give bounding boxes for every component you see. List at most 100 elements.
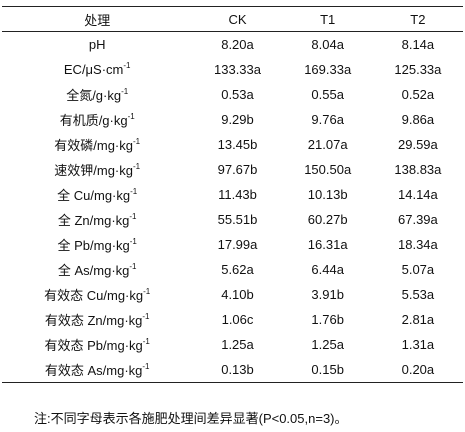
- table-row: 全氮/g·kg-1 0.53a 0.55a 0.52a: [2, 82, 463, 107]
- value-cell: 0.15b: [282, 357, 373, 383]
- value-cell: 9.86a: [401, 112, 435, 127]
- header-cell: T1: [282, 6, 373, 32]
- table-row: 有效磷/mg·kg-1 13.45b 21.07a 29.59a: [2, 132, 463, 157]
- label-text: EC/μS·cm: [63, 62, 124, 77]
- label-text: 全 Pb/mg·kg: [57, 238, 130, 253]
- value-cell: 9.76a: [311, 112, 344, 127]
- value-cell: 97.67b: [217, 162, 258, 177]
- label-superscript: -1: [123, 61, 131, 70]
- value-cell: 150.50a: [304, 162, 352, 177]
- label-superscript: -1: [143, 287, 151, 296]
- label-superscript: -1: [142, 337, 150, 346]
- value-cell: 6.44a: [311, 262, 344, 277]
- label-text: 有效态 Pb/mg·kg: [44, 338, 143, 353]
- value-cell: 18.34a: [398, 237, 438, 252]
- value-cell: 10.13b: [307, 187, 348, 202]
- value-cell: 60.27b: [307, 212, 348, 227]
- row-label: 有效态 As/mg·kg-1: [2, 357, 193, 383]
- label-text: 速效钾/mg·kg: [54, 163, 133, 178]
- value-cell: 67.39a: [398, 212, 438, 227]
- row-label: 有效态 Zn/mg·kg-1: [2, 307, 192, 332]
- row-label: 有效态 Cu/mg·kg-1: [2, 282, 192, 307]
- label-text: 全 Zn/mg·kg: [57, 213, 130, 228]
- table-row: 有机质/g·kg-1 9.29b 9.76a 9.86a: [2, 107, 463, 132]
- label-text: 有效磷/mg·kg: [54, 138, 133, 153]
- row-label: 有效磷/mg·kg-1: [2, 132, 192, 157]
- label-text: 有效态 Cu/mg·kg: [44, 288, 144, 303]
- table-note: 注:不同字母表示各施肥处理间差异显著(P<0.05,n=3)。: [34, 411, 348, 426]
- row-label: 全 Pb/mg·kg-1: [2, 232, 192, 257]
- table-row: pH 8.20a 8.04a 8.14a: [2, 32, 463, 58]
- value-cell: 8.14a: [401, 37, 435, 52]
- value-cell: 133.33a: [214, 62, 261, 77]
- value-cell: 9.29b: [221, 112, 254, 127]
- value-cell: 1.06c: [221, 312, 254, 327]
- row-label: 全 Cu/mg·kg-1: [2, 182, 192, 207]
- value-cell: 3.91b: [311, 287, 344, 302]
- table-row: 全 Pb/mg·kg-1 17.99a 16.31a 18.34a: [2, 232, 463, 257]
- value-cell: 0.52a: [401, 87, 435, 102]
- value-cell: 1.25a: [311, 337, 344, 352]
- value-cell: 8.20a: [221, 37, 254, 52]
- label-text: 有效态 Zn/mg·kg: [44, 313, 143, 328]
- data-table: 处理 CK T1 T2 pH 8.20a 8.04a 8.14a EC/μS·cm-1 133.…: [2, 6, 463, 383]
- row-label: 有机质/g·kg-1: [2, 107, 192, 132]
- row-label: 速效钾/mg·kg-1: [2, 157, 192, 182]
- value-cell: 21.07a: [307, 137, 348, 152]
- value-cell: 0.20a: [372, 357, 463, 383]
- value-cell: 2.81a: [401, 312, 435, 327]
- value-cell: 16.31a: [307, 237, 348, 252]
- label-superscript: -1: [142, 362, 150, 371]
- label-superscript: -1: [133, 137, 141, 146]
- table-row: EC/μS·cm-1 133.33a 169.33a 125.33a: [2, 57, 463, 82]
- value-cell: 138.83a: [394, 162, 442, 177]
- value-cell: 1.25a: [221, 337, 254, 352]
- value-cell: 0.13b: [192, 357, 283, 383]
- value-cell: 29.59a: [398, 137, 438, 152]
- label-text: 全 Cu/mg·kg: [57, 188, 131, 203]
- label-text: 有机质/g·kg: [59, 113, 128, 128]
- row-label: 全氮/g·kg-1: [2, 82, 192, 107]
- header-cell: 处理: [2, 6, 193, 32]
- value-cell: 1.76b: [311, 312, 344, 327]
- table-row: 有效态 Zn/mg·kg-1 1.06c 1.76b 2.81a: [2, 307, 463, 332]
- header-row: 处理 CK T1 T2: [2, 6, 463, 32]
- table-row: 有效态 Pb/mg·kg-1 1.25a 1.25a 1.31a: [2, 332, 463, 357]
- label-text: 全氮/g·kg: [66, 88, 122, 103]
- value-cell: 11.43b: [218, 187, 257, 202]
- table-row: 有效态 Cu/mg·kg-1 4.10b 3.91b 5.53a: [2, 282, 463, 307]
- value-cell: 4.10b: [221, 287, 254, 302]
- label-superscript: -1: [130, 187, 138, 196]
- value-cell: 5.53a: [401, 287, 435, 302]
- label-superscript: -1: [129, 212, 137, 221]
- header-cell: T2: [372, 6, 463, 32]
- table-row: 有效态 As/mg·kg-1 0.13b 0.15b 0.20a: [2, 357, 463, 383]
- value-cell: 5.62a: [221, 262, 254, 277]
- label-superscript: -1: [129, 237, 137, 246]
- value-cell: 8.04a: [311, 37, 344, 52]
- value-cell: 125.33a: [394, 62, 442, 77]
- value-cell: 13.45b: [217, 137, 258, 152]
- table-row: 全 Cu/mg·kg-1 11.43b 10.13b 14.14a: [2, 182, 463, 207]
- label-superscript: -1: [127, 112, 135, 121]
- row-label: EC/μS·cm-1: [2, 57, 192, 82]
- row-label: 全 Zn/mg·kg-1: [2, 207, 192, 232]
- table-row: 全 Zn/mg·kg-1 55.51b 60.27b 67.39a: [2, 207, 463, 232]
- value-cell: 1.31a: [401, 337, 435, 352]
- label-superscript: -1: [121, 87, 129, 96]
- label-superscript: -1: [133, 162, 141, 171]
- row-label: 全 As/mg·kg-1: [2, 257, 192, 282]
- header-cell: CK: [192, 6, 283, 32]
- table-row: 全 As/mg·kg-1 5.62a 6.44a 5.07a: [2, 257, 463, 282]
- label-superscript: -1: [129, 262, 137, 271]
- table-row: 速效钾/mg·kg-1 97.67b 150.50a 138.83a: [2, 157, 463, 182]
- label-text: 有效态 As/mg·kg: [44, 363, 143, 378]
- table-body: pH 8.20a 8.04a 8.14a EC/μS·cm-1 133.33a 169.33…: [2, 32, 463, 383]
- value-cell: 55.51b: [217, 212, 258, 227]
- value-cell: 0.55a: [311, 87, 344, 102]
- row-label: 有效态 Pb/mg·kg-1: [2, 332, 192, 357]
- value-cell: 5.07a: [401, 262, 435, 277]
- row-label: pH: [2, 32, 192, 58]
- label-superscript: -1: [142, 312, 150, 321]
